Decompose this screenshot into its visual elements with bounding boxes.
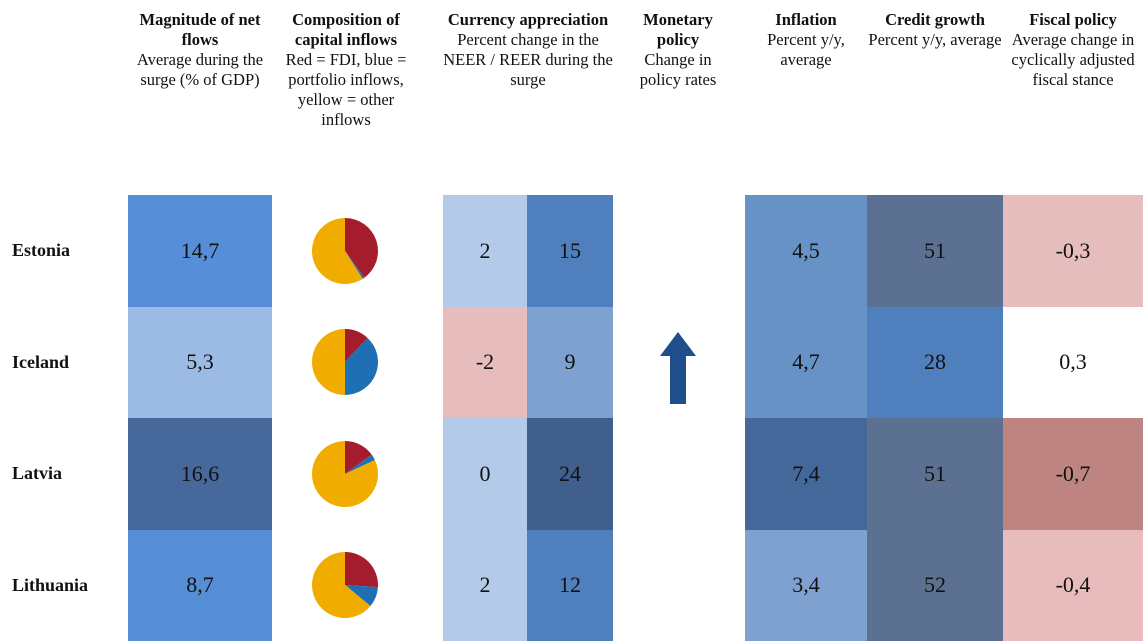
column-header: Currency appreciation Percent change in t… — [443, 10, 613, 90]
magnitude-cell: 5,3 — [128, 306, 272, 418]
fiscal-cell: 0,3 — [1003, 306, 1143, 418]
reer-cell: 15 — [527, 195, 613, 307]
column-subtitle: Percent change in the NEER / REER during… — [443, 30, 613, 89]
magnitude-cell: 8,7 — [128, 529, 272, 641]
row-label: Latvia — [12, 463, 63, 484]
reer-cell: 12 — [527, 529, 613, 641]
column-subtitle: Percent y/y, average — [868, 30, 1002, 49]
column-title: Fiscal policy — [1029, 10, 1117, 29]
credit-cell: 51 — [867, 418, 1003, 530]
neer-cell: 2 — [443, 195, 527, 307]
magnitude-cell: 16,6 — [128, 418, 272, 530]
neer-cell: -2 — [443, 306, 527, 418]
reer-cell: 24 — [527, 418, 613, 530]
composition-pie — [312, 217, 378, 284]
fiscal-cell: -0,4 — [1003, 529, 1143, 641]
column-header: Monetary policy Change in policy rates — [628, 10, 728, 90]
column-title: Credit growth — [885, 10, 985, 29]
column-header: Composition of capital inflows Red = FDI,… — [272, 10, 420, 130]
credit-cell: 28 — [867, 306, 1003, 418]
pie-slice — [312, 217, 363, 284]
column-subtitle: Change in policy rates — [639, 50, 717, 89]
column-subtitle: Average during the surge (% of GDP) — [136, 50, 264, 89]
row-label: Estonia — [12, 240, 71, 261]
neer-cell: 0 — [443, 418, 527, 530]
composition-pie — [312, 440, 378, 507]
fiscal-cell: -0,3 — [1003, 195, 1143, 307]
pie-slice — [312, 552, 371, 619]
column-header: Inflation Percent y/y, average — [745, 10, 867, 70]
pie-slice — [345, 329, 368, 363]
pie-slice — [345, 454, 375, 474]
inflation-cell: 4,5 — [745, 195, 867, 307]
column-subtitle: Red = FDI, blue = portfolio inflows, yel… — [285, 50, 407, 129]
pie-slice — [345, 585, 378, 607]
column-title: Magnitude of net flows — [139, 10, 261, 49]
pie-slice — [312, 440, 378, 507]
column-title: Currency appreciation — [447, 10, 609, 29]
row-label: Lithuania — [12, 574, 89, 595]
pie-slice — [345, 552, 378, 588]
credit-cell: 52 — [867, 529, 1003, 641]
pie-slice — [345, 217, 378, 278]
pie-slice — [345, 440, 372, 474]
column-title: Monetary policy — [643, 10, 713, 49]
inflation-cell: 4,7 — [745, 306, 867, 418]
pie-slice — [312, 329, 345, 396]
arrow-shape — [660, 331, 696, 404]
magnitude-cell: 14,7 — [128, 195, 272, 307]
inflation-cell: 3,4 — [745, 529, 867, 641]
column-header: Fiscal policy Average change in cyclicall… — [1003, 10, 1143, 90]
composition-pie — [312, 329, 378, 396]
neer-cell: 2 — [443, 529, 527, 641]
column-subtitle: Average change in cyclically adjusted fi… — [1011, 30, 1135, 89]
column-subtitle: Percent y/y, average — [767, 30, 845, 69]
column-header: Magnitude of net flows Average during the… — [128, 10, 272, 90]
column-title: Composition of capital inflows — [292, 10, 400, 49]
composition-pie — [312, 552, 378, 619]
pie-slice — [345, 338, 378, 396]
row-label: Iceland — [12, 351, 70, 372]
column-title: Inflation — [775, 10, 837, 29]
pie-slice — [345, 250, 365, 279]
credit-cell: 51 — [867, 195, 1003, 307]
inflation-cell: 7,4 — [745, 418, 867, 530]
reer-cell: 9 — [527, 306, 613, 418]
fiscal-cell: -0,7 — [1003, 418, 1143, 530]
policy-rate-up-arrow — [660, 331, 696, 404]
column-header: Credit growth Percent y/y, average — [867, 10, 1003, 50]
